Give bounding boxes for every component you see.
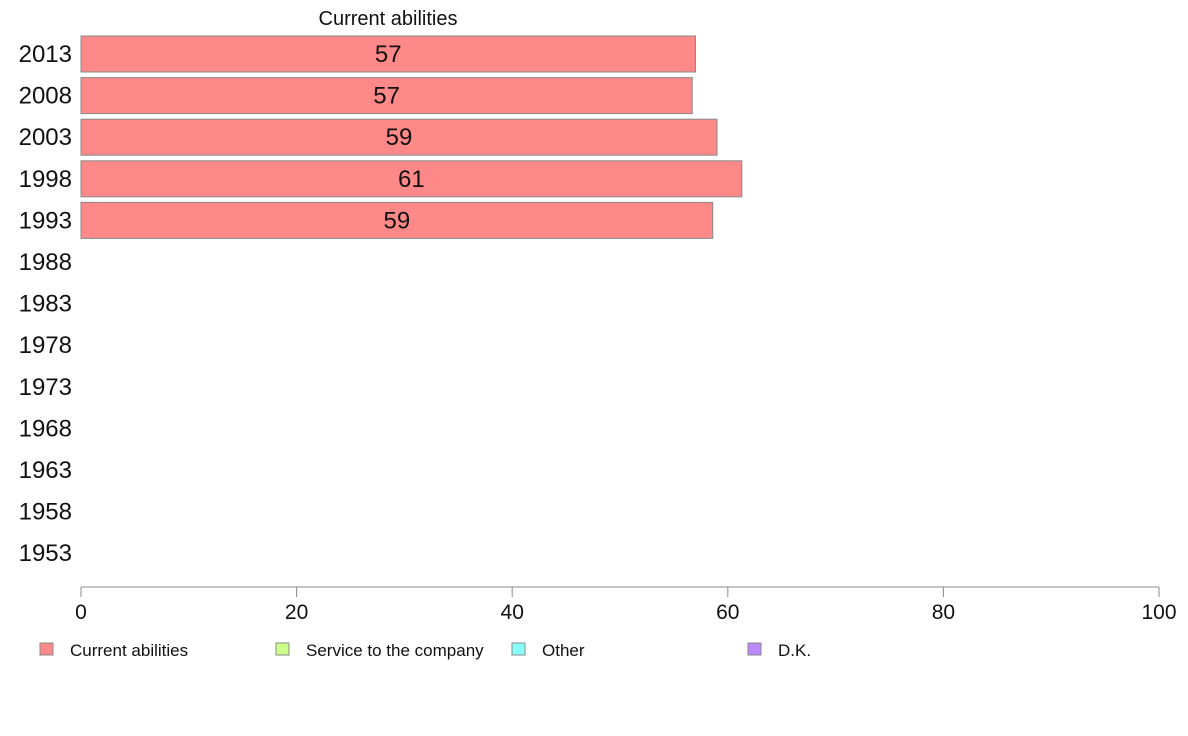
- legend-label: D.K.: [778, 641, 811, 660]
- bar-value-label: 61: [398, 166, 425, 193]
- legend-swatch: [275, 642, 290, 656]
- y-tick-label: 1963: [19, 457, 72, 484]
- legend-swatch: [511, 642, 526, 656]
- y-tick-label: 1958: [19, 499, 72, 526]
- y-tick-label: 1953: [19, 540, 72, 567]
- y-tick-label: 1978: [19, 332, 72, 359]
- y-tick-label: 2013: [19, 41, 72, 68]
- bar-value-label: 59: [386, 124, 413, 151]
- bar-2008: [80, 77, 693, 115]
- x-axis: 0 20 40 60 80 100: [75, 586, 1177, 624]
- x-tick-label: 80: [932, 601, 955, 624]
- x-tick-label: 40: [501, 601, 524, 624]
- legend-swatch: [39, 642, 54, 656]
- bar-1993: [80, 201, 714, 239]
- bar-2003: [80, 118, 718, 156]
- chart-title: Current abilities: [319, 8, 458, 30]
- legend-swatch: [747, 642, 762, 656]
- y-tick-label: 1973: [19, 374, 72, 401]
- y-tick-label: 1983: [19, 291, 72, 318]
- y-tick-label: 2003: [19, 124, 72, 151]
- y-tick-label: 2008: [19, 83, 72, 110]
- x-tick-label: 60: [716, 601, 739, 624]
- legend-label: Service to the company: [306, 641, 484, 660]
- y-tick-label: 1988: [19, 249, 72, 276]
- x-tick-label: 20: [285, 601, 308, 624]
- legend: Current abilities Service to the company O…: [39, 641, 811, 660]
- bar-2013: [80, 35, 696, 73]
- y-tick-label: 1998: [19, 166, 72, 193]
- bar-value-label: 57: [375, 41, 402, 68]
- legend-label: Other: [542, 641, 585, 660]
- bar-1998: [80, 160, 743, 198]
- legend-label: Current abilities: [70, 641, 188, 660]
- bar-value-label: 57: [373, 83, 400, 110]
- x-tick-label: 100: [1141, 601, 1176, 624]
- bar-value-label: 59: [384, 207, 411, 234]
- y-tick-label: 1968: [19, 415, 72, 442]
- y-axis-labels: 2013 2008 2003 1998 1993 1988 1983 1978 1973 1968…: [19, 41, 72, 567]
- x-tick-label: 0: [75, 601, 87, 624]
- bars-group: 57 57 59 61 59: [80, 35, 743, 239]
- y-tick-label: 1993: [19, 207, 72, 234]
